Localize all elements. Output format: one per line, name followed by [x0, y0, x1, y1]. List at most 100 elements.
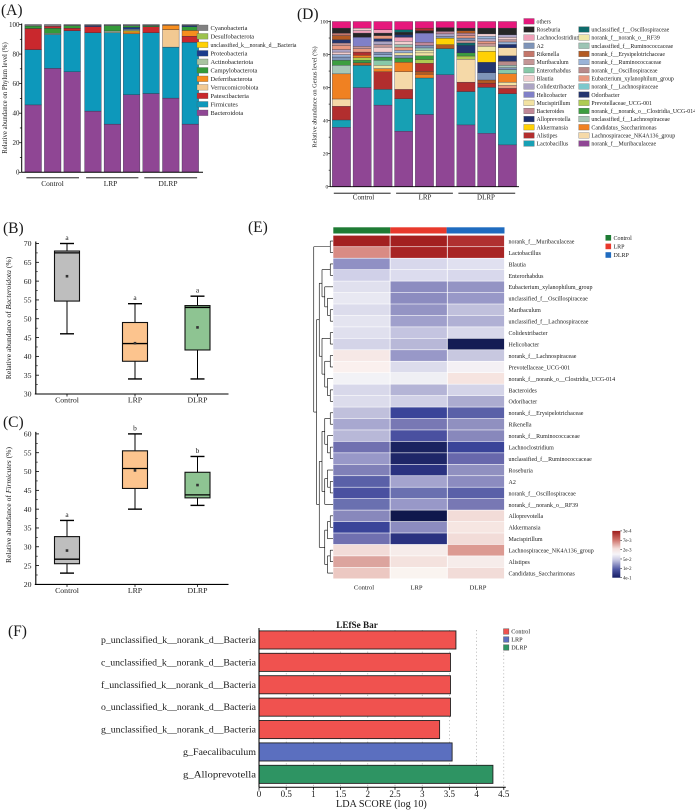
svg-text:Patescibacteria: Patescibacteria: [211, 93, 249, 100]
svg-text:unclassified_f__Ruminococcacea: unclassified_f__Ruminococcaceae: [509, 456, 593, 463]
svg-text:Control: Control: [41, 179, 64, 188]
svg-text:Akkermansia: Akkermansia: [537, 125, 569, 131]
svg-text:Candidatus_Saccharimonas: Candidatus_Saccharimonas: [509, 571, 576, 577]
svg-text:0: 0: [326, 185, 329, 191]
svg-text:3: 3: [420, 789, 425, 799]
svg-text:(E): (E): [248, 219, 268, 236]
svg-text:norank_f__norank_o__Clostridia: norank_f__norank_o__Clostridia_UCG-014: [591, 108, 695, 115]
svg-text:norank_f__Erysipelotrichaceae: norank_f__Erysipelotrichaceae: [591, 51, 665, 58]
svg-text:DLRP: DLRP: [188, 396, 209, 405]
svg-text:Akkermansia: Akkermansia: [509, 526, 541, 532]
svg-text:Campylobacterota: Campylobacterota: [211, 68, 258, 75]
svg-text:unclassified_f__Oscillospirace: unclassified_f__Oscillospiraceae: [509, 296, 589, 303]
svg-text:Enterorhabdus: Enterorhabdus: [537, 68, 572, 74]
svg-text:a: a: [65, 510, 69, 519]
svg-text:Lactobacillus: Lactobacillus: [509, 251, 542, 257]
svg-text:DLRP: DLRP: [159, 179, 178, 188]
svg-text:20: 20: [24, 580, 32, 589]
svg-text:4.5: 4.5: [498, 789, 510, 799]
svg-text:Lachnoclostridium: Lachnoclostridium: [509, 446, 555, 452]
svg-text:5e-2: 5e-2: [623, 558, 632, 563]
svg-text:Cyanobacteria: Cyanobacteria: [211, 25, 248, 32]
svg-text:o_unclassified_k__norank_d__Ba: o_unclassified_k__norank_d__Bacteria: [101, 702, 256, 712]
svg-text:DLRP: DLRP: [188, 586, 209, 595]
svg-text:norank_f__Muribaculaceae: norank_f__Muribaculaceae: [509, 238, 575, 245]
svg-text:Blautia: Blautia: [537, 76, 554, 82]
svg-text:Enterorhabdus: Enterorhabdus: [509, 274, 545, 280]
svg-text:DLRP: DLRP: [511, 645, 527, 652]
svg-text:norank_f__Ruminococcaceae: norank_f__Ruminococcaceae: [509, 433, 581, 440]
svg-text:0: 0: [16, 169, 20, 177]
svg-text:1: 1: [311, 789, 316, 799]
svg-text:65: 65: [24, 258, 32, 267]
svg-text:35: 35: [24, 524, 32, 533]
svg-text:4: 4: [474, 789, 479, 799]
svg-text:unclassified_f__Ruminococcacea: unclassified_f__Ruminococcaceae: [591, 43, 673, 50]
svg-text:norank_f__Ruminococcaceae: norank_f__Ruminococcaceae: [591, 59, 661, 66]
svg-text:norank_f__Oscillospiraceae: norank_f__Oscillospiraceae: [509, 490, 577, 497]
svg-text:Bacteroides: Bacteroides: [537, 109, 566, 115]
svg-text:norank_f__Lachnospiraceae: norank_f__Lachnospiraceae: [509, 353, 577, 360]
svg-text:a: a: [65, 233, 69, 242]
svg-text:30: 30: [24, 542, 32, 551]
svg-text:7e-3: 7e-3: [623, 539, 632, 544]
svg-text:Rikenella: Rikenella: [509, 423, 532, 429]
svg-text:55: 55: [24, 296, 32, 305]
svg-text:Relative abundance of Firmicut: Relative abundance of Firmicutes (%): [4, 447, 13, 563]
svg-text:DLRP: DLRP: [614, 253, 630, 259]
svg-text:LRP: LRP: [511, 637, 523, 644]
svg-text:Control: Control: [55, 586, 80, 595]
svg-text:Helicobacter: Helicobacter: [537, 93, 567, 99]
svg-text:100: 100: [9, 21, 20, 29]
svg-text:Control: Control: [55, 396, 80, 405]
svg-text:g_Faecalibaculum: g_Faecalibaculum: [183, 747, 256, 757]
svg-text:Roseburia: Roseburia: [509, 468, 534, 474]
svg-text:DLRP: DLRP: [470, 585, 487, 592]
svg-text:others: others: [537, 19, 552, 25]
svg-text:a: a: [196, 286, 200, 295]
svg-text:40: 40: [24, 505, 32, 514]
svg-text:Muribaculum: Muribaculum: [537, 60, 569, 66]
svg-text:Candidatus_Saccharimonas: Candidatus_Saccharimonas: [591, 125, 657, 131]
svg-text:1e-2: 1e-2: [623, 567, 632, 572]
svg-text:LRP: LRP: [410, 585, 422, 592]
svg-text:LRP: LRP: [104, 179, 118, 188]
svg-text:A2: A2: [537, 44, 544, 50]
svg-text:Desulfobacterota: Desulfobacterota: [211, 34, 255, 41]
svg-text:Maribaculum: Maribaculum: [509, 308, 542, 314]
svg-text:Lactobacillus: Lactobacillus: [537, 142, 569, 148]
svg-text:norank_f__Oscillospiraceae: norank_f__Oscillospiraceae: [591, 67, 657, 74]
svg-text:70: 70: [24, 239, 32, 248]
svg-text:Eubacterium_xylanophilum_group: Eubacterium_xylanophilum_group: [509, 285, 593, 291]
svg-text:2e-3: 2e-3: [623, 548, 632, 553]
svg-text:50: 50: [24, 467, 32, 476]
svg-text:40: 40: [13, 110, 21, 118]
svg-text:Colidextribacter: Colidextribacter: [537, 85, 575, 91]
svg-text:Blautia: Blautia: [509, 262, 527, 268]
svg-text:Prevotellaceae_UCG-001: Prevotellaceae_UCG-001: [591, 101, 652, 107]
svg-text:45: 45: [24, 486, 32, 495]
svg-text:60: 60: [323, 86, 329, 92]
svg-text:35: 35: [24, 371, 32, 380]
svg-text:Alloprevotella: Alloprevotella: [537, 117, 571, 123]
svg-text:Control: Control: [614, 236, 633, 242]
svg-text:Rikenella: Rikenella: [537, 52, 560, 58]
svg-text:b: b: [196, 446, 200, 455]
svg-text:30: 30: [24, 390, 32, 399]
svg-text:a: a: [133, 293, 137, 302]
svg-text:Relative abundance of Bacteroi: Relative abundance of Bacteroidota (%): [4, 256, 13, 379]
svg-text:20: 20: [323, 152, 329, 158]
svg-text:Verrucomicrobiota: Verrucomicrobiota: [211, 85, 259, 92]
svg-text:Lachnospiraceae_NK4A136_group: Lachnospiraceae_NK4A136_group: [509, 549, 594, 555]
svg-text:Alistipes: Alistipes: [537, 134, 559, 140]
svg-text:2.5: 2.5: [389, 789, 401, 799]
svg-text:40: 40: [323, 119, 329, 125]
svg-text:(A): (A): [1, 2, 23, 19]
svg-text:(F): (F): [8, 623, 27, 640]
svg-text:DLRP: DLRP: [477, 194, 495, 202]
svg-text:Alloprevotella: Alloprevotella: [509, 514, 544, 520]
svg-text:LEfSe Bar: LEfSe Bar: [336, 620, 378, 630]
svg-text:g_unclassified_k__norank_d__Ba: g_unclassified_k__norank_d__Bacteria: [101, 725, 256, 735]
svg-text:100: 100: [320, 20, 329, 26]
svg-text:norank_f__Lachnospiraceae: norank_f__Lachnospiraceae: [591, 84, 658, 91]
